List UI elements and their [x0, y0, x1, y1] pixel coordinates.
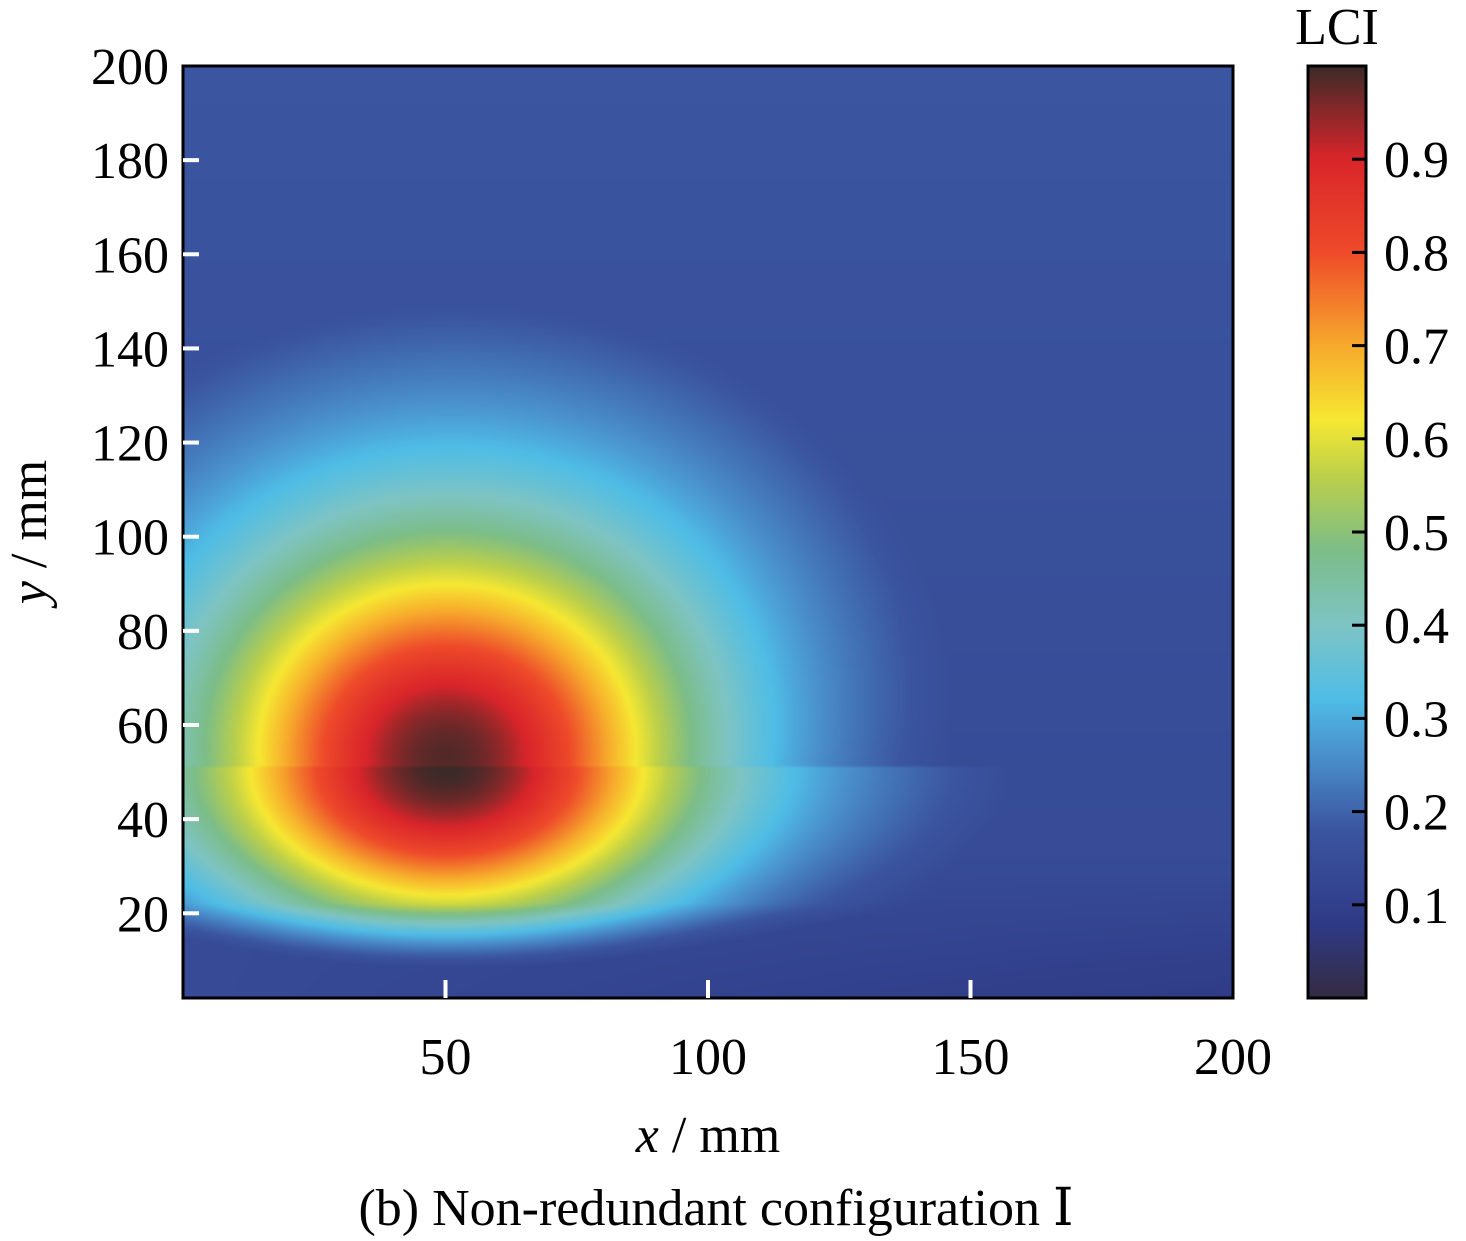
x-tick-label: 50	[420, 1029, 472, 1086]
y-axis-label-unit: / mm	[1, 460, 58, 581]
y-axis-label: y / mm	[1, 460, 58, 609]
heatmap-field	[183, 66, 1233, 998]
x-axis-label-unit: / mm	[659, 1107, 780, 1164]
colorbar-tick-label: 0.9	[1384, 132, 1449, 189]
y-tick-label: 200	[91, 39, 169, 96]
y-axis-label-var: y	[1, 580, 58, 609]
colorbar-tick-label: 0.5	[1384, 505, 1449, 562]
y-tick-label: 100	[91, 510, 169, 567]
y-tick-label: 20	[117, 886, 169, 943]
x-axis: 50 100 150 200	[420, 980, 1272, 1086]
y-tick-label: 80	[117, 604, 169, 661]
plot-area	[181, 64, 1235, 1000]
colorbar-tick-label: 0.7	[1384, 319, 1449, 376]
colorbar-tick-label: 0.2	[1384, 785, 1449, 842]
colorbar-tick-label: 0.3	[1384, 691, 1449, 748]
colorbar-tick-label: 0.4	[1384, 598, 1449, 655]
y-tick-label: 180	[91, 133, 169, 190]
x-tick-label: 200	[1194, 1029, 1272, 1086]
x-tick-label: 150	[932, 1029, 1010, 1086]
y-tick-label: 120	[91, 416, 169, 473]
figure-caption: (b) Non-redundant configuration Ⅰ	[358, 1180, 1073, 1237]
x-axis-label-var: x	[635, 1107, 659, 1164]
colorbar-tick-label: 0.6	[1384, 412, 1449, 469]
colorbar-tick-label: 0.8	[1384, 225, 1449, 282]
colorbar-tick-label: 0.1	[1384, 878, 1449, 935]
y-axis: 20 40 60 80 100 120 140 160 180 200	[91, 39, 199, 943]
colorbar: LCI 0.1 0.2 0.3 0.4 0.5 0.6 0.7 0.8 0.9	[1295, 0, 1449, 1000]
y-tick-label: 160	[91, 227, 169, 284]
colorbar-ticks: 0.1 0.2 0.3 0.4 0.5 0.6 0.7 0.8 0.9	[1352, 132, 1449, 935]
y-tick-label: 60	[117, 698, 169, 755]
y-tick-label: 40	[117, 792, 169, 849]
colorbar-label: LCI	[1295, 0, 1379, 56]
y-tick-label: 140	[91, 321, 169, 378]
x-tick-label: 100	[669, 1029, 747, 1086]
x-axis-label: x / mm	[635, 1107, 780, 1164]
